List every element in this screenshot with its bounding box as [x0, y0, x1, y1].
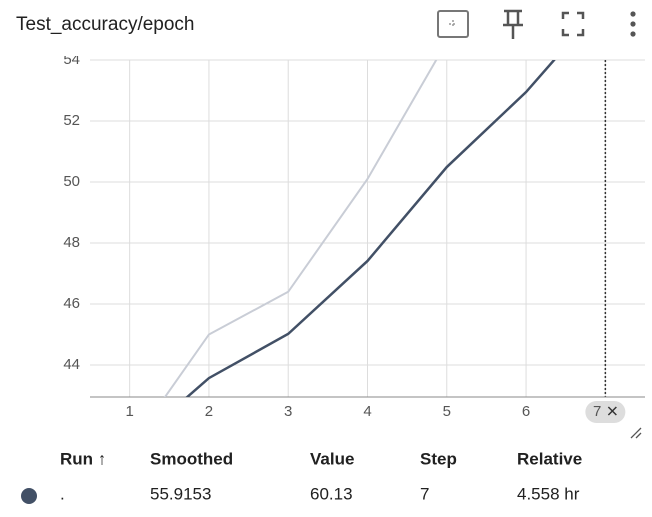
x-tick-label: 2 — [205, 403, 213, 420]
y-tick-label: 52 — [63, 112, 80, 129]
x-tick-label: 1 — [125, 403, 133, 420]
y-tick-label: 46 — [63, 295, 80, 312]
series-line — [163, 60, 438, 397]
column-header: Smoothed — [150, 449, 233, 468]
x-tick-label: 6 — [522, 403, 530, 420]
pin-button[interactable] — [503, 9, 523, 39]
series-line — [185, 60, 556, 397]
x-tick-label: 5 — [443, 403, 451, 420]
y-tick-label: 48 — [63, 234, 80, 251]
data-table: Run ↑ Smoothed Value Step Relative. 55.9153 60… — [21, 449, 582, 504]
table-cell: 7 — [420, 484, 429, 503]
card-title: Test_accuracy/epoch — [16, 14, 195, 35]
y-tick-label: 50 — [63, 173, 80, 190]
x-tick-label: 4 — [363, 403, 371, 420]
hover-chip — [585, 401, 626, 423]
run-color-dot — [21, 488, 37, 504]
table-cell: . — [60, 484, 65, 503]
table-cell: 55.9153 — [150, 484, 211, 503]
table-cell: 4.558 hr — [517, 484, 580, 503]
resize-handle[interactable] — [630, 427, 642, 439]
more-menu-button[interactable] — [630, 11, 636, 37]
column-header: Step — [420, 449, 457, 468]
plot-area — [163, 60, 556, 397]
y-tick-label: 44 — [63, 356, 80, 373]
fit-domain-button[interactable] — [437, 10, 469, 38]
column-header: Run ↑ — [60, 449, 106, 468]
table-cell: 60.13 — [310, 484, 353, 503]
fullscreen-button[interactable] — [561, 11, 585, 37]
column-header: Value — [310, 449, 354, 468]
x-tick-label: 7 — [593, 403, 601, 420]
header-bg — [0, 0, 652, 56]
x-tick-label: 3 — [284, 403, 292, 420]
column-header: Relative — [517, 449, 582, 468]
close-icon — [607, 406, 617, 416]
